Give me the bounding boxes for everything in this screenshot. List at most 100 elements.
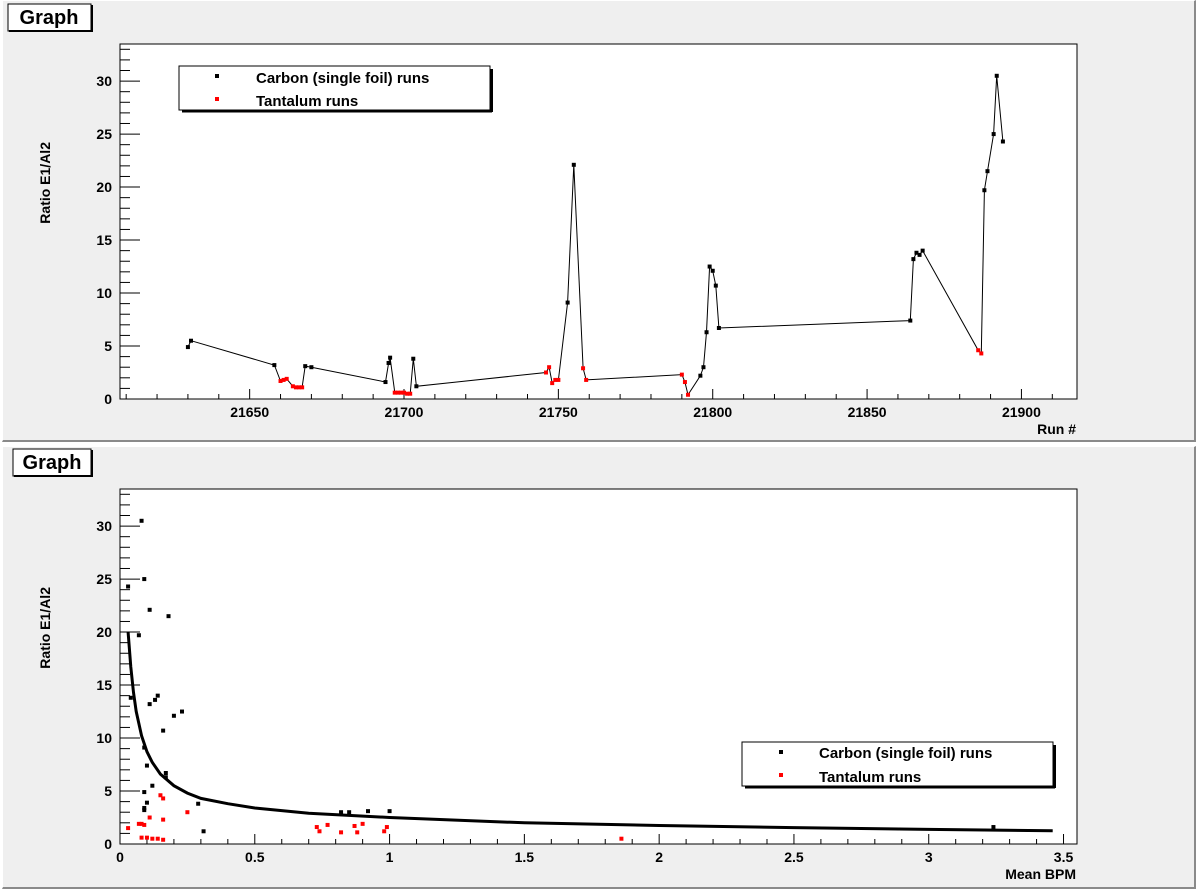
tantalum-point: [142, 822, 147, 827]
tantalum-point: [405, 391, 410, 396]
y-tick-label: 15: [96, 232, 112, 248]
tantalum-point: [355, 830, 360, 835]
carbon-point: [366, 809, 371, 814]
y-tick-label: 0: [104, 836, 112, 852]
carbon-point: [196, 801, 201, 806]
y-tick-label: 20: [96, 179, 112, 195]
tantalum-point: [352, 823, 357, 828]
tantalum-point: [300, 385, 305, 390]
tantalum-point: [395, 390, 400, 395]
mean-bpm-chart: Graph 0 0.5 1 1.5 2 2.5 3 3.5 0 5 10 15 20 25 30 Mean …: [12, 448, 1078, 882]
tantalum-point: [584, 377, 589, 382]
tantalum-point: [581, 366, 586, 371]
tantalum-point: [339, 830, 344, 835]
y-tick-label: 0: [104, 391, 112, 407]
carbon-point: [153, 697, 158, 702]
carbon-point: [994, 73, 999, 78]
carbon-point: [347, 810, 352, 815]
tantalum-point: [550, 381, 555, 386]
y-axis-title: Ratio E1/Al2: [37, 587, 53, 669]
carbon-point: [161, 728, 166, 733]
carbon-point: [142, 805, 147, 810]
chart-title: Graph: [23, 452, 82, 474]
x-tick-label: 21800: [693, 404, 732, 420]
carbon-point: [136, 633, 141, 638]
carbon-point: [144, 800, 149, 805]
carbon-point: [201, 829, 206, 834]
carbon-point: [571, 162, 576, 167]
carbon-point: [1000, 139, 1005, 144]
carbon-point: [147, 607, 152, 612]
tantalum-point: [392, 390, 397, 395]
y-tick-label: 30: [96, 73, 112, 89]
carbon-point: [908, 318, 913, 323]
tantalum-point: [161, 796, 166, 801]
tantalum-point: [126, 826, 131, 831]
carbon-point: [387, 809, 392, 814]
tantalum-point: [979, 351, 984, 356]
carbon-point: [163, 775, 168, 780]
x-tick-label: 1.5: [515, 849, 535, 865]
x-tick-label: 0: [116, 849, 124, 865]
carbon-point: [710, 268, 715, 273]
tantalum-point: [290, 384, 295, 389]
x-axis-title: Mean BPM: [1005, 866, 1076, 882]
tantalum-point: [382, 829, 387, 834]
carbon-point: [991, 132, 996, 137]
carbon-point: [185, 345, 190, 350]
legend: Carbon (single foil) runs Tantalum runs: [741, 741, 1056, 789]
carbon-point: [917, 252, 922, 257]
tantalum-point: [314, 825, 319, 830]
legend-marker-carbon: [779, 750, 783, 754]
y-tick-label: 20: [96, 624, 112, 640]
tantalum-point: [398, 390, 403, 395]
carbon-point: [565, 300, 570, 305]
tantalum-point: [158, 793, 163, 798]
carbon-point: [272, 363, 277, 368]
x-tick-label: 21700: [385, 404, 424, 420]
carbon-point: [713, 283, 718, 288]
legend: Carbon (single foil) runs Tantalum runs: [178, 65, 493, 113]
carbon-point: [388, 355, 393, 360]
y-tick-label: 25: [96, 571, 112, 587]
y-axis-title: Ratio E1/Al2: [37, 142, 53, 224]
legend-marker-tantalum: [215, 97, 219, 101]
tantalum-point: [293, 385, 298, 390]
carbon-point: [126, 584, 131, 589]
carbon-point: [911, 257, 916, 262]
tantalum-point: [553, 377, 558, 382]
legend-label-carbon: Carbon (single foil) runs: [256, 70, 429, 87]
tantalum-point: [402, 390, 407, 395]
tantalum-point: [284, 376, 289, 381]
carbon-point: [171, 713, 176, 718]
tantalum-point: [136, 821, 141, 826]
tantalum-point: [297, 385, 302, 390]
carbon-point: [303, 364, 308, 369]
x-tick-label: 1: [386, 849, 394, 865]
carbon-point: [704, 330, 709, 335]
carbon-point: [386, 360, 391, 365]
carbon-point: [991, 825, 996, 830]
data-points: [126, 518, 996, 842]
tantalum-point: [619, 836, 624, 841]
y-tick-label: 15: [96, 677, 112, 693]
tantalum-point: [185, 810, 190, 815]
carbon-point: [716, 326, 721, 330]
tantalum-point: [544, 370, 549, 375]
carbon-point: [128, 695, 133, 700]
tantalum-point: [147, 815, 152, 820]
carbon-point: [144, 763, 149, 768]
y-tick-label: 5: [104, 338, 112, 354]
legend-marker-carbon: [215, 74, 219, 78]
tantalum-point: [360, 821, 365, 826]
carbon-point: [914, 250, 919, 255]
tantalum-point: [139, 835, 144, 840]
fit-curve-line: [126, 631, 1053, 833]
tantalum-point: [281, 377, 286, 382]
carbon-point: [166, 614, 171, 619]
x-tick-label: 0.5: [245, 849, 265, 865]
tantalum-point: [384, 825, 389, 830]
fit-curve: [126, 631, 1053, 833]
run-number-chart: Graph 21650 21700 21750 21800 21850 21900 0 5 10…: [7, 3, 1078, 437]
